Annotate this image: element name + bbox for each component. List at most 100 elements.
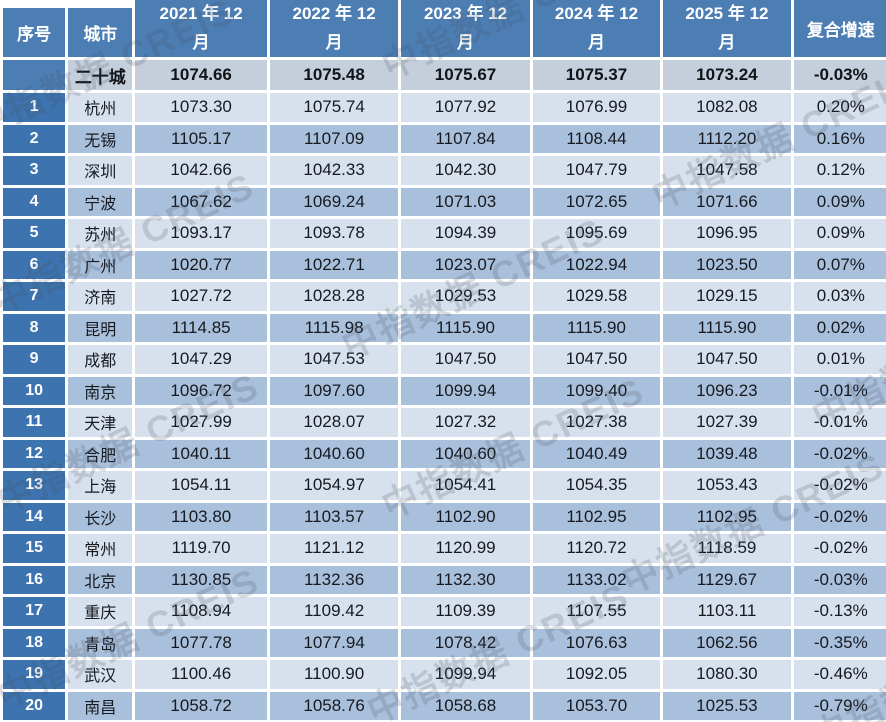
value-cell-2025: 1027.39	[663, 408, 791, 437]
rank-cell: 20	[3, 691, 66, 720]
value-cell-2023: 1029.53	[401, 282, 530, 311]
city-cell: 合肥	[68, 439, 133, 468]
header-2025-12: 2025 年 12 月	[663, 0, 791, 57]
rank-cell: 4	[3, 187, 66, 216]
rank-cell: 5	[3, 219, 66, 248]
value-cell-2022: 1042.33	[269, 156, 399, 185]
table-header: 序号 城市 2021 年 12 月 2022 年 12 月 2023 年 12 …	[3, 0, 886, 57]
value-cell-2022: 1107.09	[269, 124, 399, 153]
value-cell-2023: 1115.90	[401, 313, 530, 342]
city-row: 17 重庆 1108.94 1109.42 1109.39 1107.55 11…	[3, 597, 886, 626]
growth-cell: 0.16%	[793, 124, 886, 153]
value-cell-2024: 1095.69	[532, 219, 661, 248]
city-row: 7 济南 1027.72 1028.28 1029.53 1029.58 102…	[3, 282, 886, 311]
value-cell-2022: 1132.36	[269, 565, 399, 594]
city-row: 1 杭州 1073.30 1075.74 1077.92 1076.99 108…	[3, 93, 886, 122]
city-row: 11 天津 1027.99 1028.07 1027.32 1027.38 10…	[3, 408, 886, 437]
table-body: 二十城 1074.66 1075.48 1075.67 1075.37 1073…	[3, 60, 886, 720]
value-cell-2021: 1040.11	[135, 439, 267, 468]
city-cell: 广州	[68, 250, 133, 279]
value-cell-2022: 1100.90	[269, 660, 399, 689]
rank-cell: 15	[3, 534, 66, 563]
value-cell-2025: 1115.90	[663, 313, 791, 342]
header-2024-12-label: 2024 年 12 月	[554, 4, 639, 52]
city-cell: 无锡	[68, 124, 133, 153]
value-cell-2022: 1075.74	[269, 93, 399, 122]
rank-cell: 11	[3, 408, 66, 437]
rank-cell: 18	[3, 628, 66, 657]
value-cell-2021: 1047.29	[135, 345, 267, 374]
value-cell-2022: 1077.94	[269, 628, 399, 657]
value-cell-2024: 1076.99	[532, 93, 661, 122]
rank-cell: 17	[3, 597, 66, 626]
growth-cell: 0.02%	[793, 313, 886, 342]
rank-cell: 9	[3, 345, 66, 374]
value-cell-2024: 1108.44	[532, 124, 661, 153]
growth-cell: -0.02%	[793, 534, 886, 563]
header-2024-12: 2024 年 12 月	[532, 0, 661, 57]
value-cell-2025: 1047.58	[663, 156, 791, 185]
value-cell-2021: 1105.17	[135, 124, 267, 153]
city-row: 5 苏州 1093.17 1093.78 1094.39 1095.69 109…	[3, 219, 886, 248]
value-cell-2021: 1042.66	[135, 156, 267, 185]
value-cell-2023: 1102.90	[401, 502, 530, 531]
rank-cell: 1	[3, 93, 66, 122]
growth-cell: -0.35%	[793, 628, 886, 657]
value-cell-2025: 1102.95	[663, 502, 791, 531]
value-cell-2023: 1023.07	[401, 250, 530, 279]
city-row: 10 南京 1096.72 1097.60 1099.94 1099.40 10…	[3, 376, 886, 405]
value-cell-2021: 1077.78	[135, 628, 267, 657]
value-cell-2024: 1054.35	[532, 471, 661, 500]
rank-cell	[3, 60, 66, 90]
value-cell-2021: 1027.72	[135, 282, 267, 311]
value-cell-2023: 1071.03	[401, 187, 530, 216]
value-cell-2025: 1053.43	[663, 471, 791, 500]
header-row: 序号 城市 2021 年 12 月 2022 年 12 月 2023 年 12 …	[3, 0, 886, 57]
value-cell-2022: 1115.98	[269, 313, 399, 342]
city-cell: 南京	[68, 376, 133, 405]
value-cell-2023: 1099.94	[401, 376, 530, 405]
rank-cell: 6	[3, 250, 66, 279]
city-cell: 重庆	[68, 597, 133, 626]
growth-cell: 0.07%	[793, 250, 886, 279]
value-cell-2021: 1108.94	[135, 597, 267, 626]
value-cell-2024: 1092.05	[532, 660, 661, 689]
value-cell-2024: 1022.94	[532, 250, 661, 279]
city-cell: 杭州	[68, 93, 133, 122]
growth-cell: -0.13%	[793, 597, 886, 626]
growth-cell: -0.03%	[793, 60, 886, 90]
city-row: 16 北京 1130.85 1132.36 1132.30 1133.02 11…	[3, 565, 886, 594]
city-row: 12 合肥 1040.11 1040.60 1040.60 1040.49 10…	[3, 439, 886, 468]
city-row: 4 宁波 1067.62 1069.24 1071.03 1072.65 107…	[3, 187, 886, 216]
value-cell-2022: 1047.53	[269, 345, 399, 374]
value-cell-2025: 1029.15	[663, 282, 791, 311]
rank-cell: 16	[3, 565, 66, 594]
city-row: 2 无锡 1105.17 1107.09 1107.84 1108.44 111…	[3, 124, 886, 153]
value-cell-2022: 1103.57	[269, 502, 399, 531]
city-row: 3 深圳 1042.66 1042.33 1042.30 1047.79 104…	[3, 156, 886, 185]
city-row: 18 青岛 1077.78 1077.94 1078.42 1076.63 10…	[3, 628, 886, 657]
city-cell: 济南	[68, 282, 133, 311]
value-cell-2025: 1039.48	[663, 439, 791, 468]
city-cell: 深圳	[68, 156, 133, 185]
value-cell-2022: 1040.60	[269, 439, 399, 468]
value-cell-2023: 1027.32	[401, 408, 530, 437]
rank-cell: 19	[3, 660, 66, 689]
value-cell-2021: 1103.80	[135, 502, 267, 531]
value-cell-2025: 1096.95	[663, 219, 791, 248]
value-cell-2022: 1028.28	[269, 282, 399, 311]
value-cell-2023: 1099.94	[401, 660, 530, 689]
header-city: 城市	[68, 0, 133, 57]
growth-cell: -0.02%	[793, 471, 886, 500]
header-2021-12-label: 2021 年 12 月	[159, 4, 243, 52]
value-cell-2024: 1115.90	[532, 313, 661, 342]
value-cell-2024: 1075.37	[532, 60, 661, 90]
value-cell-2021: 1020.77	[135, 250, 267, 279]
value-cell-2024: 1133.02	[532, 565, 661, 594]
value-cell-2021: 1058.72	[135, 691, 267, 720]
header-serial: 序号	[3, 0, 66, 57]
header-2023-12-label: 2023 年 12 月	[423, 4, 508, 52]
value-cell-2025: 1025.53	[663, 691, 791, 720]
header-2021-12: 2021 年 12 月	[135, 0, 267, 57]
